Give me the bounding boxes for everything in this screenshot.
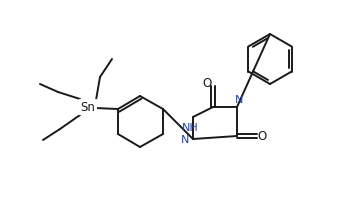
Text: Sn: Sn <box>81 101 95 114</box>
Text: O: O <box>203 77 212 90</box>
Text: O: O <box>257 130 267 143</box>
Text: N: N <box>235 95 243 104</box>
Text: N: N <box>181 134 189 144</box>
Text: NH: NH <box>181 122 198 132</box>
